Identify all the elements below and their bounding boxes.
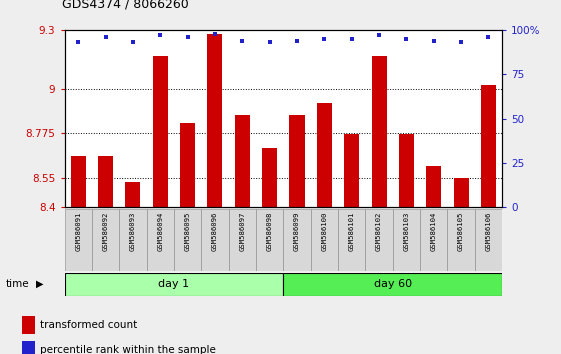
Point: [156, 33, 165, 38]
Text: GSM586091: GSM586091: [75, 212, 81, 251]
Text: GSM586094: GSM586094: [157, 212, 163, 251]
Bar: [338, 209, 365, 271]
Text: GSM586100: GSM586100: [321, 212, 327, 251]
Bar: [283, 273, 502, 296]
Bar: [262, 148, 277, 207]
Text: GDS4374 / 8066260: GDS4374 / 8066260: [62, 0, 188, 11]
Bar: [125, 182, 140, 207]
Bar: [92, 209, 119, 271]
Bar: [65, 209, 92, 271]
Text: GSM586103: GSM586103: [403, 212, 410, 251]
Text: GSM586106: GSM586106: [485, 212, 491, 251]
Point: [210, 31, 219, 36]
Bar: [475, 209, 502, 271]
Point: [292, 38, 301, 44]
Point: [265, 40, 274, 45]
Bar: [311, 209, 338, 271]
Point: [320, 36, 329, 42]
Text: GSM586105: GSM586105: [458, 212, 464, 251]
Bar: [71, 156, 86, 207]
Point: [457, 40, 466, 45]
Bar: [65, 273, 283, 296]
Bar: [234, 115, 250, 207]
Text: GSM586101: GSM586101: [349, 212, 355, 251]
Bar: [317, 103, 332, 207]
Bar: [256, 209, 283, 271]
Text: GSM586096: GSM586096: [212, 212, 218, 251]
Bar: [344, 134, 359, 207]
Text: day 1: day 1: [158, 279, 190, 289]
Bar: [453, 178, 468, 207]
Point: [73, 40, 82, 45]
Bar: [180, 122, 195, 207]
Point: [101, 34, 110, 40]
Text: GSM586098: GSM586098: [266, 212, 273, 251]
Bar: [208, 34, 223, 207]
Point: [402, 36, 411, 42]
Bar: [174, 209, 201, 271]
Bar: [98, 156, 113, 207]
Bar: [426, 166, 442, 207]
Point: [375, 33, 384, 38]
Text: day 60: day 60: [374, 279, 412, 289]
Bar: [119, 209, 146, 271]
Text: percentile rank within the sample: percentile rank within the sample: [40, 345, 216, 354]
Point: [128, 40, 137, 45]
Point: [347, 36, 356, 42]
Bar: [153, 56, 168, 207]
Text: GSM586095: GSM586095: [185, 212, 191, 251]
Point: [429, 38, 438, 44]
Bar: [146, 209, 174, 271]
Point: [484, 34, 493, 40]
Bar: [289, 115, 305, 207]
Bar: [229, 209, 256, 271]
Bar: [399, 134, 414, 207]
Bar: [420, 209, 448, 271]
Bar: [201, 209, 229, 271]
Text: transformed count: transformed count: [40, 320, 137, 330]
Text: GSM586099: GSM586099: [294, 212, 300, 251]
Text: GSM586104: GSM586104: [431, 212, 436, 251]
Point: [183, 34, 192, 40]
Bar: [365, 209, 393, 271]
Bar: [393, 209, 420, 271]
Text: GSM586093: GSM586093: [130, 212, 136, 251]
Bar: [22, 341, 35, 354]
Point: [238, 38, 247, 44]
Text: GSM586097: GSM586097: [240, 212, 245, 251]
Bar: [371, 56, 387, 207]
Text: GSM586102: GSM586102: [376, 212, 382, 251]
Bar: [481, 85, 496, 207]
Text: ▶: ▶: [36, 279, 44, 289]
Bar: [448, 209, 475, 271]
Bar: [22, 316, 35, 334]
Text: time: time: [6, 279, 29, 289]
Bar: [283, 209, 311, 271]
Text: GSM586092: GSM586092: [103, 212, 108, 251]
